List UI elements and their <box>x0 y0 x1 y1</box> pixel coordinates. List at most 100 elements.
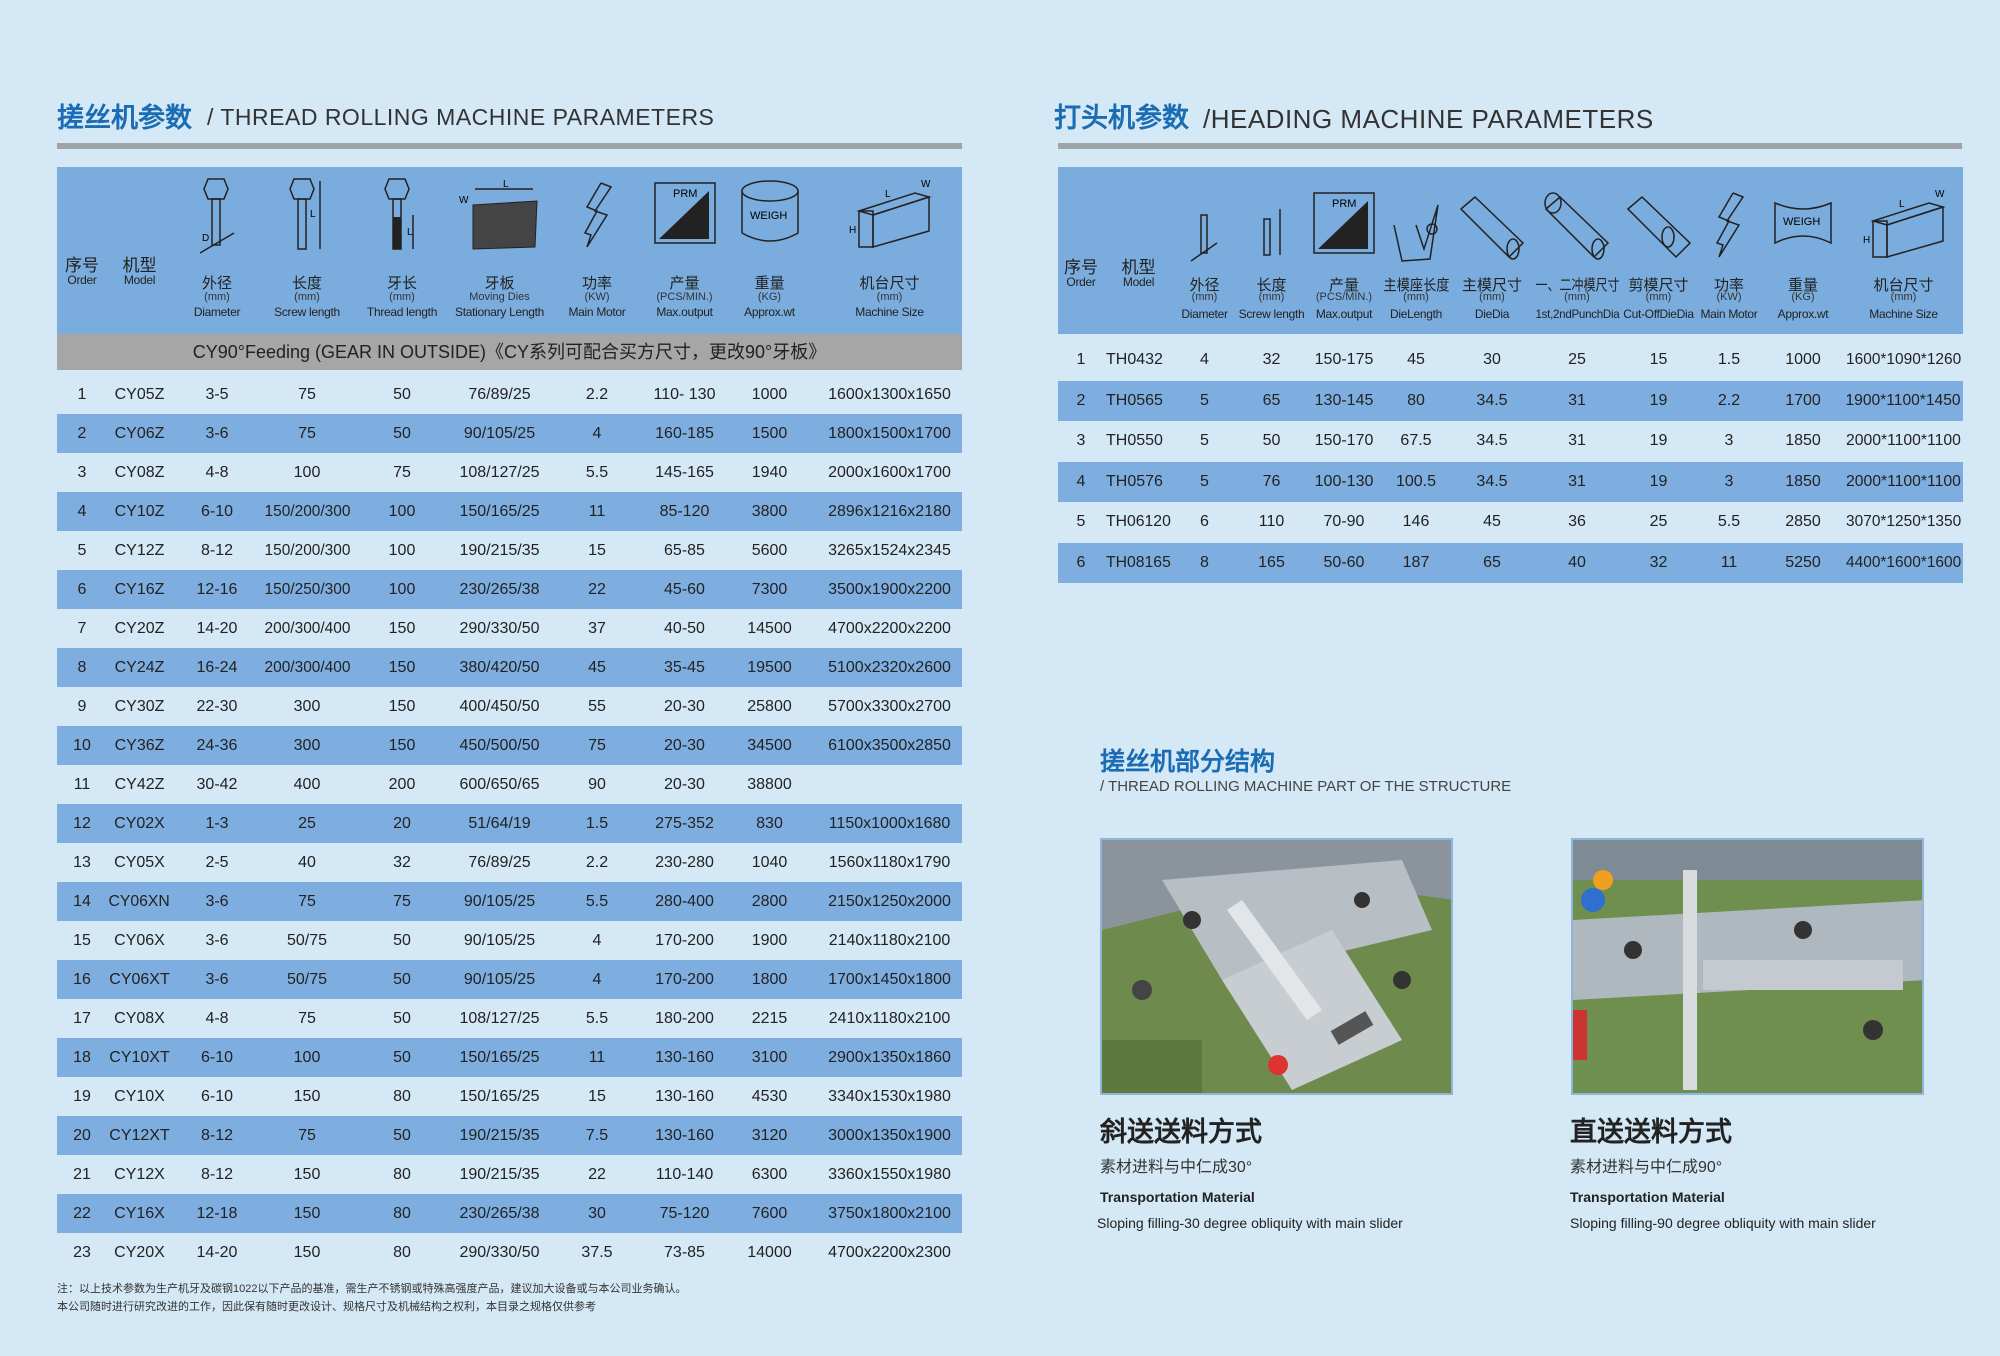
cell: 1900*1100*1450 <box>1845 391 1962 409</box>
header-cn-box: 功率 <box>1696 274 1762 295</box>
cell-box: 65-85 <box>647 542 722 560</box>
cell: 40 <box>1568 553 1586 571</box>
table-row: 20 CY12XT 8-12 75 50 190/215/35 7.5 130-160 3120… <box>57 1116 962 1155</box>
cell: CY20X <box>114 1243 165 1261</box>
header-cn: 机型 <box>122 256 157 275</box>
cell-box: 3 <box>1696 432 1762 450</box>
cell-box: 6-10 <box>172 1049 262 1067</box>
cell: 150-175 <box>1314 351 1374 369</box>
cell-box: 130-145 <box>1307 392 1381 410</box>
cell: TH0432 <box>1106 351 1163 369</box>
cell-box: 830 <box>722 815 817 833</box>
cell-box: 165 <box>1236 554 1307 572</box>
cell: 36 <box>1568 513 1586 531</box>
cell: 90/105/25 <box>463 970 536 988</box>
cell-box: 32 <box>352 854 452 872</box>
cell: 15 <box>1649 351 1668 369</box>
cell-box: 380/420/50 <box>452 659 547 677</box>
cell: 1 <box>1076 351 1086 369</box>
cell: 3000x1350x1900 <box>828 1126 951 1144</box>
svg-text:W: W <box>1935 189 1945 200</box>
cell: 830 <box>756 814 783 832</box>
cell-box: 5 <box>1173 392 1236 410</box>
cell-box: 4700x2200x2300 <box>817 1244 962 1262</box>
cell: 150 <box>388 658 416 676</box>
cell-box: 290/330/50 <box>452 1244 547 1262</box>
svg-text:H: H <box>1863 235 1870 246</box>
header-unit-box: (KW) <box>1696 291 1762 303</box>
cell: 50 <box>393 1048 411 1066</box>
cell-box: CY10Z <box>107 503 172 521</box>
header-en-box: DieDia <box>1451 307 1533 321</box>
cell: 165 <box>1258 553 1285 571</box>
cell: 150/165/25 <box>459 1048 540 1066</box>
cell: 15 <box>73 931 91 949</box>
cell-box: CY06X <box>107 932 172 950</box>
header-unit: (mm) <box>1258 291 1285 303</box>
cell: TH06120 <box>1106 513 1171 531</box>
cell: 1-3 <box>205 814 229 832</box>
header-unit-box: (mm) <box>1173 291 1236 303</box>
cell: 30-42 <box>196 775 238 793</box>
cell-box: 3-6 <box>172 425 262 443</box>
column-header: 外径 (mm) Diameter <box>1173 167 1236 334</box>
cell: CY05Z <box>114 385 165 403</box>
cell: 8-12 <box>200 541 234 559</box>
lightning-icon <box>1715 192 1745 258</box>
table-row: 16 CY06XT 3-6 50/75 50 90/105/25 4 170-200 1800 1… <box>57 960 962 999</box>
cell-box: 3-6 <box>172 893 262 911</box>
cell-box: 1800x1500x1700 <box>817 425 962 443</box>
cell: 5600 <box>751 541 788 559</box>
header-cn-box: 功率 <box>547 272 647 293</box>
header-cn-box: 序号 <box>57 251 107 276</box>
cell: CY10X <box>114 1087 165 1105</box>
cell: 4700x2200x2200 <box>828 619 951 637</box>
cell: 4 <box>592 970 602 988</box>
cell: 45 <box>588 658 606 676</box>
header-cn-box: 一、二冲模尺寸 <box>1533 274 1621 295</box>
cell-box: 150-175 <box>1307 351 1381 369</box>
cell: 21 <box>73 1165 91 1183</box>
cell: CY08X <box>114 1009 165 1027</box>
cell-box: 130-160 <box>647 1127 722 1145</box>
cell-box: 2.2 <box>1696 392 1762 410</box>
table-row: 7 CY20Z 14-20 200/300/400 150 290/330/50 37 40-… <box>57 609 962 648</box>
cell: 8 <box>1200 553 1209 571</box>
cell: 3-6 <box>205 424 229 442</box>
cell: 4 <box>1076 472 1086 490</box>
header-cn: 主模尺寸 <box>1461 277 1522 294</box>
cell-box: 3070*1250*1350 <box>1844 513 1963 531</box>
cell: 275-352 <box>655 814 714 832</box>
header-en: DieLength <box>1389 307 1442 321</box>
cell-box: 230/265/38 <box>452 1205 547 1223</box>
column-header: 序号 Order <box>57 167 107 334</box>
cell-box: 1600x1300x1650 <box>817 386 962 404</box>
note-2: 本公司随时进行研究改进的工作，因此保有随时更改设计、规格尺寸及机械结构之权利，本… <box>57 1301 596 1313</box>
cell: 50 <box>393 970 411 988</box>
cell-box: TH0565 <box>1104 392 1173 410</box>
cell: 11 <box>1720 553 1738 571</box>
cell-box: CY08X <box>107 1010 172 1028</box>
cell-box: 37 <box>547 620 647 638</box>
output-chart-icon: PRM <box>653 182 716 244</box>
header-cn: 长度 <box>291 275 322 292</box>
header-unit: (mm) <box>876 291 903 303</box>
cell-box: 6100x3500x2850 <box>817 737 962 755</box>
header-unit: (mm) <box>1645 291 1672 303</box>
cell: CY16Z <box>114 580 165 598</box>
cell: 17 <box>73 1009 91 1027</box>
cell-box: 4-8 <box>172 464 262 482</box>
cell: 2215 <box>751 1009 788 1027</box>
machine-photo-sloping <box>1100 838 1453 1095</box>
header-cn: 主模座长度 <box>1383 277 1450 294</box>
cell-box: 3800 <box>722 503 817 521</box>
table-row: 6 TH08165 8 165 50-60 187 65 40 32 11 5250 4400*160… <box>1058 542 1963 583</box>
cell-box: 300 <box>262 737 352 755</box>
header-cn: 剪模尺寸 <box>1628 277 1689 294</box>
cell: 3500x1900x2200 <box>828 580 951 598</box>
cell-box: 24-36 <box>172 737 262 755</box>
cell-box: 22-30 <box>172 698 262 716</box>
cell: 4400*1600*1600 <box>1845 553 1962 571</box>
cell: 170-200 <box>655 970 714 988</box>
cell-box: 190/215/35 <box>452 542 547 560</box>
